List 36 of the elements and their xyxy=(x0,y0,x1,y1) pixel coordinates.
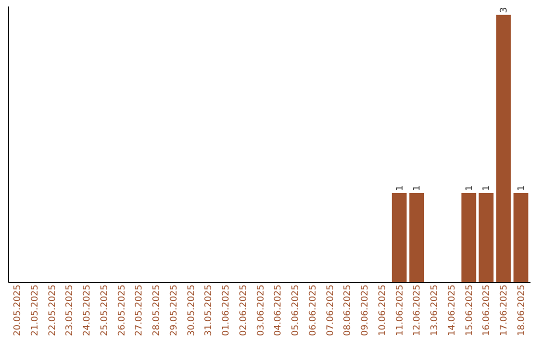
x-tick-label: 16.06.2025 xyxy=(482,284,492,336)
x-tick-label: 27.05.2025 xyxy=(134,284,145,336)
x-tick-label: 26.05.2025 xyxy=(117,284,128,336)
x-tick-label: 09.06.2025 xyxy=(360,284,371,336)
x-tick-label: 04.06.2025 xyxy=(274,284,284,336)
x-tick-label: 17.06.2025 xyxy=(500,284,510,336)
x-tick-label: 30.05.2025 xyxy=(186,284,197,336)
x-tick-label: 29.05.2025 xyxy=(169,284,180,336)
x-tick-label: 12.06.2025 xyxy=(412,284,423,336)
x-tick-label: 11.06.2025 xyxy=(395,284,406,336)
data-label: 1 xyxy=(395,185,406,191)
data-label: 1 xyxy=(412,185,423,191)
x-tick-label: 22.05.2025 xyxy=(48,284,58,336)
x-tick-label: 06.06.2025 xyxy=(308,284,318,336)
x-tick-label: 23.05.2025 xyxy=(65,284,76,336)
x-tick-label: 18.06.2025 xyxy=(516,284,527,336)
x-tick-label: 03.06.2025 xyxy=(256,284,266,336)
x-tick-label: 15.06.2025 xyxy=(464,284,475,336)
x-tick-label: 05.06.2025 xyxy=(291,284,302,336)
x-tick-label: 02.06.2025 xyxy=(238,284,249,336)
x-tick-label: 28.05.2025 xyxy=(152,284,162,336)
x-tick-label: 25.05.2025 xyxy=(100,284,110,336)
data-label: 1 xyxy=(516,185,527,191)
x-tick-label: 08.06.2025 xyxy=(343,284,354,336)
x-tick-label: 13.06.2025 xyxy=(430,284,440,336)
x-tick-label: 14.06.2025 xyxy=(447,284,458,336)
data-label: 1 xyxy=(464,185,475,191)
x-tick-label: 31.05.2025 xyxy=(204,284,214,336)
x-tick-label: 20.05.2025 xyxy=(13,284,24,336)
x-tick-label: 10.06.2025 xyxy=(378,284,388,336)
data-label: 3 xyxy=(500,7,510,13)
x-tick-label: 01.06.2025 xyxy=(222,284,232,336)
x-tick-label: 24.05.2025 xyxy=(82,284,93,336)
x-tick-label: 07.06.2025 xyxy=(326,284,336,336)
data-label: 1 xyxy=(482,185,492,191)
x-tick-label: 21.05.2025 xyxy=(30,284,40,336)
